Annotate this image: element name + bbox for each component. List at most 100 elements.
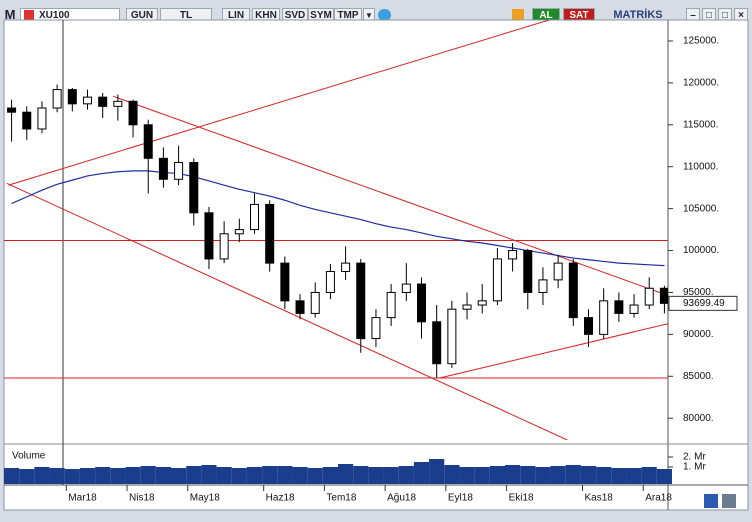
candle-body [234, 229, 244, 235]
candle-body [523, 250, 533, 293]
candle-body [325, 270, 335, 293]
x-tick-label: Nis18 [129, 493, 155, 504]
volume-bar [565, 465, 581, 484]
candle-body [174, 162, 184, 180]
candle-body [462, 304, 472, 310]
y-tick-label: 95000. [683, 287, 714, 298]
volume-bar [429, 459, 445, 484]
volume-bar [307, 468, 323, 484]
y-tick-label: 105000. [683, 203, 719, 214]
price-pane [4, 20, 668, 440]
volume-bar [186, 466, 202, 484]
volume-bar [505, 465, 521, 484]
candle-body [310, 291, 320, 314]
volume-bar [550, 466, 566, 484]
volume-bar [459, 467, 475, 484]
volume-bar [19, 469, 35, 484]
volume-bar [398, 466, 414, 484]
y-tick-label: 90000. [683, 329, 714, 340]
volume-bar [49, 468, 65, 484]
clear-icon[interactable] [24, 10, 34, 20]
volume-bar [474, 467, 490, 484]
volume-bar [216, 467, 232, 484]
refresh-icon[interactable] [512, 9, 524, 21]
x-tick-label: May18 [190, 493, 220, 504]
candle-body [492, 258, 502, 302]
volume-bar [444, 465, 460, 484]
candle-body [143, 124, 153, 159]
moving-average [11, 170, 665, 267]
volume-bar [489, 466, 505, 484]
x-tick-label: Eyl18 [448, 493, 473, 504]
brand: MATRİKS [613, 9, 663, 21]
candle-body [128, 100, 138, 126]
candle-body [67, 89, 77, 105]
x-tick-label: Ağu18 [387, 493, 416, 504]
y-tick-label: 120000. [683, 78, 719, 89]
volume-bar [413, 462, 430, 484]
candle-body [584, 317, 593, 335]
x-tick-label: Kas18 [585, 493, 614, 504]
volume-bar [535, 467, 551, 484]
trendline [6, 183, 568, 440]
candle-body [113, 100, 123, 107]
candle-body [22, 111, 32, 130]
y-tick-label: 1. Mr [683, 462, 706, 473]
candle-body [614, 300, 624, 314]
candle-body [250, 203, 259, 231]
candle-body [644, 287, 654, 306]
candle-body [280, 262, 290, 302]
candle-body [37, 107, 47, 130]
candle-body [341, 262, 351, 272]
candle-body [158, 157, 168, 180]
candle-body [659, 287, 668, 304]
volume-title: Volume [12, 451, 46, 462]
settings-icon[interactable] [704, 494, 718, 508]
volume-bar [231, 468, 247, 484]
y-tick-label: 115000. [683, 119, 718, 130]
candle-body [538, 279, 548, 293]
trendline [439, 323, 668, 379]
volume-bar [125, 467, 141, 484]
volume-bar [4, 468, 20, 484]
x-tick-label: Ara18 [645, 493, 672, 504]
volume-bar [262, 466, 278, 484]
settings-icon[interactable] [722, 494, 736, 508]
candle-body [417, 283, 426, 323]
x-tick-label: Tem18 [326, 493, 356, 504]
candle-body [432, 321, 442, 365]
volume-bar [277, 466, 293, 484]
candle-body [83, 96, 92, 105]
candle-body [204, 212, 214, 260]
volume-bar [383, 467, 399, 484]
volume-bar [353, 466, 369, 484]
volume-bar [34, 467, 50, 484]
volume-bar [368, 467, 384, 484]
twitter-icon[interactable] [378, 9, 391, 21]
candle-body [568, 262, 578, 319]
volume-bar [79, 468, 96, 484]
volume-bar [656, 469, 672, 484]
candle-body [98, 96, 108, 107]
x-tick-label: Mar18 [68, 493, 97, 504]
candle-body [265, 203, 275, 264]
volume-bar [246, 467, 263, 484]
y-tick-label: 125000. [683, 36, 719, 47]
last-price-label: 93699.49 [683, 298, 725, 309]
candle-body [386, 291, 396, 319]
volume-bar [520, 466, 536, 484]
candle-body [219, 233, 229, 260]
candle-body [447, 308, 457, 365]
candle-body [599, 300, 609, 335]
candle-body [7, 107, 17, 113]
candle-body [189, 162, 199, 214]
trendline [8, 20, 550, 186]
volume-bar [611, 468, 627, 484]
volume-bar [338, 464, 354, 484]
dropdown[interactable]: ▼ [363, 8, 375, 22]
volume-bar [580, 466, 597, 484]
volume-bar [596, 467, 612, 484]
candle-body [295, 300, 305, 314]
